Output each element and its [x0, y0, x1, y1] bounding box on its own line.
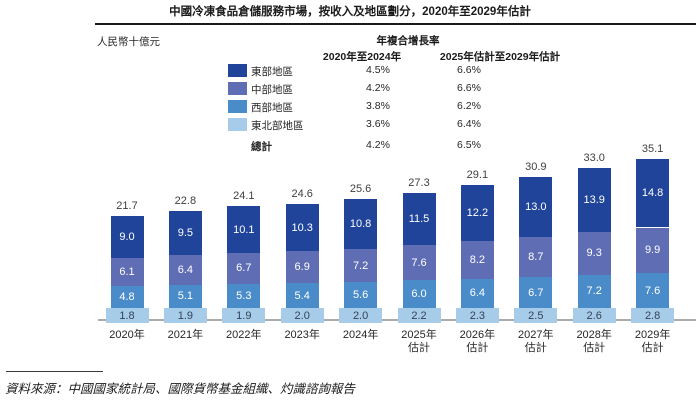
bar-segment-central: 6.7 [227, 252, 261, 284]
bar-segment-northeast: 2.0 [280, 308, 324, 323]
bar-segment-west: 5.1 [168, 284, 202, 308]
bar-segment-northeast: 2.3 [455, 308, 499, 323]
cagr-value-west-2025-2029: 6.2% [457, 100, 481, 112]
bar-segment-west: 6.0 [402, 280, 436, 308]
bar-segment-east: 12.2 [460, 184, 494, 241]
total-label: 30.9 [525, 161, 547, 174]
footnote-rule [6, 371, 103, 372]
cagr-value-central-2020-2024: 4.2% [366, 82, 390, 94]
total-label: 27.3 [408, 176, 430, 189]
bar-segment-west: 6.4 [460, 278, 494, 308]
cagr-column-header-2025-2029: 2025年估計至2029年估計 [439, 51, 561, 63]
legend-label-central: 中部地區 [251, 84, 293, 96]
x-axis-label: 2023年 [284, 329, 320, 341]
bar-segment-east: 9.5 [168, 211, 202, 256]
cagr-value-northeast-2025-2029: 6.4% [457, 118, 481, 130]
x-axis-label: 2024年 [342, 329, 379, 341]
x-axis-label: 2026年 估計 [459, 329, 496, 354]
legend-swatch-northeast [228, 118, 247, 131]
cagr-title: 年複合增長率 [376, 35, 440, 47]
cagr-value-central-2025-2029: 6.6% [457, 82, 481, 94]
total-label: 33.0 [583, 152, 605, 165]
bar-segment-west: 5.3 [227, 283, 261, 308]
x-axis-label: 2025年 估計 [401, 329, 437, 354]
legend-swatch-east [228, 64, 247, 77]
bar-segment-east: 11.5 [402, 192, 436, 246]
total-label: 25.6 [349, 183, 372, 196]
cagr-value-total-2025-2029: 6.5% [457, 139, 481, 151]
bar-segment-central: 9.9 [636, 227, 670, 274]
bar-segment-central: 8.7 [519, 237, 553, 278]
unit-label: 人民幣十億元 [97, 36, 160, 48]
cagr-value-east-2020-2024: 4.5% [366, 64, 390, 76]
bar-segment-east: 9.0 [110, 216, 144, 258]
legend-swatch-central [228, 82, 247, 95]
bar-segment-east: 14.8 [636, 159, 670, 228]
bar-segment-east: 10.3 [285, 204, 319, 252]
bar-segment-northeast: 2.5 [514, 308, 558, 323]
total-label: 29.1 [466, 168, 489, 181]
bar-segment-central: 9.3 [577, 232, 611, 275]
x-axis-label: 2028年 估計 [576, 329, 612, 354]
total-label: 24.1 [233, 190, 255, 203]
cagr-value-northeast-2020-2024: 3.6% [366, 118, 390, 130]
bar-segment-northeast: 2.0 [339, 308, 383, 323]
legend-label-east: 東部地區 [251, 66, 293, 78]
legend-label-total: 總計 [251, 141, 272, 153]
x-axis-label: 2021年 [167, 329, 204, 341]
total-label: 24.6 [291, 188, 313, 201]
top-rule [95, 23, 696, 25]
x-axis-label: 2029年 估計 [634, 329, 671, 354]
bar-segment-east: 10.8 [344, 199, 378, 250]
cagr-value-total-2020-2024: 4.2% [366, 139, 390, 151]
total-label: 35.1 [641, 143, 664, 156]
legend-label-northeast: 東北部地區 [251, 120, 304, 132]
bar-segment-northeast: 2.2 [397, 308, 441, 323]
bar-segment-west: 7.2 [577, 274, 611, 308]
total-label: 21.7 [116, 200, 138, 213]
legend-label-west: 西部地區 [251, 102, 293, 114]
bar-segment-central: 6.4 [168, 255, 202, 285]
bar-segment-west: 7.6 [636, 273, 670, 308]
cagr-value-west-2020-2024: 3.8% [366, 100, 390, 112]
bar-segment-west: 6.7 [519, 277, 553, 308]
cagr-column-header-2020-2024: 2020年至2024年 [322, 51, 402, 63]
x-axis-label: 2027年 估計 [518, 329, 554, 354]
bar-segment-east: 13.9 [577, 168, 611, 233]
bar-segment-northeast: 2.6 [572, 308, 616, 323]
x-axis-line [98, 319, 696, 321]
bar-segment-east: 13.0 [519, 177, 553, 238]
x-axis-label: 2022年 [226, 329, 262, 341]
bar-segment-central: 7.2 [344, 249, 378, 283]
total-label: 22.8 [174, 195, 197, 208]
cagr-value-east-2025-2029: 6.6% [457, 64, 481, 76]
x-axis-label: 2020年 [109, 329, 145, 341]
chart-title: 中國冷凍食品倉儲服務市場，按收入及地區劃分，2020年至2029年估計 [169, 6, 531, 18]
legend-swatch-west [228, 100, 247, 113]
source-note: 資料來源：中國國家統計局、國際貨幣基金組織、灼識諮詢報告 [5, 382, 356, 396]
bar-segment-east: 10.1 [227, 206, 261, 253]
bar-segment-northeast: 1.9 [222, 308, 266, 323]
bar-segment-northeast: 2.8 [631, 308, 675, 323]
bar-segment-west: 5.4 [285, 283, 319, 308]
bar-segment-central: 8.2 [460, 240, 494, 279]
bar-segment-central: 7.6 [402, 245, 436, 281]
bar-segment-west: 4.8 [110, 285, 144, 308]
bar-segment-west: 5.6 [344, 282, 378, 308]
bar-segment-northeast: 1.8 [105, 308, 149, 323]
bar-segment-northeast: 1.9 [163, 308, 207, 323]
bar-segment-central: 6.1 [110, 257, 144, 286]
bar-segment-central: 6.9 [285, 251, 319, 284]
